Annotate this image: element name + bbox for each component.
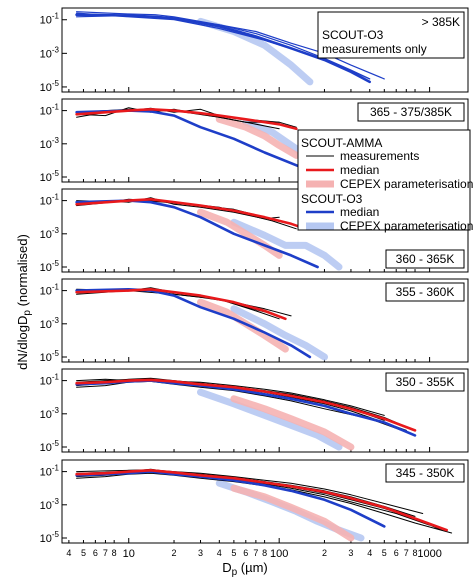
- legend-title: SCOUT-AMMA: [301, 136, 382, 150]
- y-tick-label: 10-5: [40, 439, 60, 454]
- x-tick-label-minor: 8: [112, 548, 117, 558]
- x-tick-label-minor: 7: [253, 548, 258, 558]
- o3-cepex-line: [230, 305, 328, 361]
- y-tick-label: 10-5: [40, 259, 60, 274]
- x-tick-label-minor: 4: [217, 548, 222, 558]
- legend-o3-cepex-label: CEPEX parameterisation: [340, 219, 473, 233]
- panel-label-box: [357, 102, 465, 122]
- x-tick-label-minor: 5: [81, 548, 86, 558]
- y-tick-label: 10-5: [40, 79, 60, 94]
- y-tick-label: 10-5: [40, 530, 60, 545]
- y-tick-label: 10-5: [40, 349, 60, 364]
- x-tick-label-minor: 6: [93, 548, 98, 558]
- y-axis-label: dN/dlogDp (normalised): [15, 234, 33, 370]
- panel-label-box: [385, 463, 465, 483]
- y-tick-label: 10-3: [40, 497, 60, 512]
- amma-median-line: [75, 287, 287, 321]
- panel-note-text: measurements only: [322, 42, 427, 56]
- o3-cepex-line: [197, 388, 343, 451]
- panel-label: 345 - 350K: [396, 466, 455, 480]
- legend-measurements-label: measurements: [340, 149, 419, 163]
- amma-cepex-line: [215, 115, 300, 159]
- x-tick-label-minor: 6: [243, 548, 248, 558]
- amma-median-line: [75, 198, 308, 231]
- panel-note-title: SCOUT-O3: [322, 28, 384, 42]
- y-tick-label: 10-3: [40, 406, 60, 421]
- y-tick-label: 10-3: [40, 316, 60, 331]
- panel-label: 360 - 365K: [396, 252, 455, 266]
- legend-amma-median-label: median: [340, 163, 379, 177]
- x-axis-label: Dp (µm): [222, 560, 268, 578]
- x-tick-label-minor: 3: [198, 548, 203, 558]
- panel-label: 355 - 360K: [396, 285, 455, 299]
- y-tick-label: 10-3: [40, 45, 60, 60]
- y-tick-label: 10-1: [40, 103, 60, 118]
- y-tick-label: 10-1: [40, 283, 60, 298]
- panel-6: 10-1 10-3 10-5 345 - 350K: [40, 459, 469, 545]
- panel-4: 10-1 10-3 10-5 355 - 360K: [40, 278, 469, 364]
- legend-box: [297, 129, 471, 231]
- amma-median-line: [75, 468, 449, 532]
- x-tick-label-minor: 2: [172, 548, 177, 558]
- legend-title: SCOUT-O3: [301, 192, 363, 206]
- y-tick-label: 10-3: [40, 136, 60, 151]
- amma-cepex-line: [230, 484, 355, 542]
- y-tick-label: 10-1: [40, 193, 60, 208]
- y-tick-label: 10-1: [40, 12, 60, 27]
- y-tick-label: 10-3: [40, 226, 60, 241]
- o3-cepex-line: [230, 218, 343, 271]
- x-tick-label-minor: 8: [413, 548, 418, 558]
- panel-label-box: [385, 282, 465, 302]
- x-tick-label-minor: 8: [262, 548, 267, 558]
- amma-cepex-line: [230, 395, 355, 451]
- x-tick-label-minor: 2: [322, 548, 327, 558]
- o3-median-line: [75, 13, 372, 84]
- legend-amma-cepex-label: CEPEX parameterisation: [340, 177, 473, 191]
- panel-label-box: [385, 372, 465, 392]
- x-tick-label-minor: 4: [66, 548, 71, 558]
- panel-label: > 385K: [422, 15, 460, 29]
- legend-o3-median-label: median: [340, 205, 379, 219]
- x-tick-label-major: 100: [270, 548, 288, 560]
- x-tick-label-minor: 3: [348, 548, 353, 558]
- x-tick-label-minor: 4: [367, 548, 372, 558]
- panel-3: 10-1 10-3 10-5 360 - 365K: [40, 188, 469, 274]
- panel-2: 10-1 10-3 10-5 365 - 375/385K: [40, 98, 469, 184]
- y-tick-label: 10-1: [40, 464, 60, 479]
- y-tick-label: 10-1: [40, 373, 60, 388]
- x-tick-label-minor: 7: [103, 548, 108, 558]
- amma-cepex-line: [197, 208, 283, 259]
- x-tick-label-minor: 5: [382, 548, 387, 558]
- amma-median-line: [75, 108, 298, 131]
- panel-5: 10-1 10-3 10-5 350 - 355K: [40, 368, 469, 454]
- panel-label-box: [317, 11, 465, 59]
- x-tick-label-major: 1000: [417, 548, 441, 560]
- panel-label: 365 - 375/385K: [370, 105, 452, 119]
- o3-median-line: [75, 470, 386, 528]
- x-tick-label-major: 10: [123, 548, 135, 560]
- o3-median-line: [75, 287, 312, 359]
- x-tick-label-minor: 7: [404, 548, 409, 558]
- x-tick-label-minor: 6: [394, 548, 399, 558]
- panel-label: 350 - 355K: [396, 375, 455, 389]
- amma-median-line: [75, 378, 417, 432]
- panel-label-box: [385, 249, 465, 269]
- y-tick-label: 10-5: [40, 169, 60, 184]
- x-tick-label-minor: 5: [231, 548, 236, 558]
- o3-cepex-line: [197, 17, 314, 86]
